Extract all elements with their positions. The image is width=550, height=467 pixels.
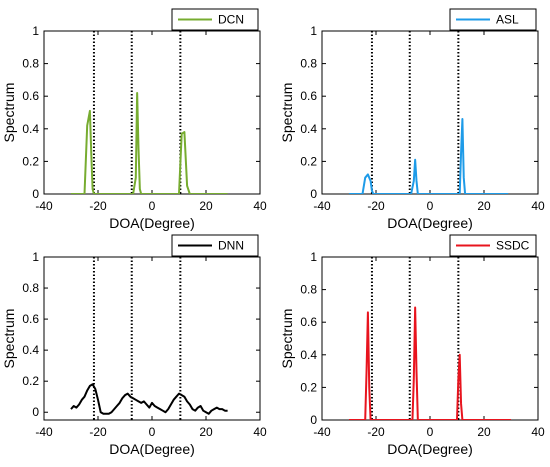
x-axis-label: DOA(Degree): [109, 215, 195, 231]
x-tick-label: -20: [367, 425, 385, 439]
x-tick-label: 20: [199, 199, 213, 213]
x-tick-label: 20: [477, 199, 491, 213]
x-axis-label: DOA(Degree): [387, 441, 473, 457]
x-tick-label: 0: [427, 425, 434, 439]
legend-label: DNN: [218, 239, 244, 253]
y-tick-label: 0: [32, 405, 39, 419]
x-tick-label: 20: [199, 425, 213, 439]
x-tick-label: 0: [427, 199, 434, 213]
x-axis-label: DOA(Degree): [109, 441, 195, 457]
y-axis-label: Spectrum: [1, 309, 17, 369]
y-tick-label: 0.6: [300, 89, 317, 103]
y-tick-label: 0.8: [300, 283, 317, 297]
panel-dnn: -40 -20 0 20 40 0 0.2 0.4 0.6 0.8 1 DOA(Degree) Spec…: [1, 234, 267, 457]
y-tick-label: 0: [310, 413, 317, 427]
legend-box: [449, 234, 537, 257]
plot-frame: [321, 30, 539, 195]
y-tick-label: 1: [32, 250, 39, 264]
series-line: [349, 306, 511, 420]
legend-label: ASL: [496, 13, 519, 27]
panel-asl: -40 -20 0 20 40 0 0.2 0.4 0.6 0.8 1 DOA(Degree) Spec…: [279, 8, 545, 231]
x-tick-label: 0: [149, 199, 156, 213]
x-tick-label: -40: [35, 425, 53, 439]
y-tick-label: 0.2: [22, 374, 39, 388]
y-tick-label: 0.8: [22, 57, 39, 71]
y-tick-label: 0.8: [300, 57, 317, 71]
legend-box: [171, 8, 259, 31]
plot-frame: [43, 256, 261, 421]
y-tick-label: 1: [32, 24, 39, 38]
legend-box: [449, 8, 537, 31]
plot-frame: [43, 30, 261, 195]
x-tick-label: 20: [477, 425, 491, 439]
x-tick-label: 0: [149, 425, 156, 439]
x-tick-label: 40: [531, 199, 545, 213]
series-line: [70, 383, 228, 415]
plot-frame: [321, 256, 539, 421]
x-tick-label: -20: [89, 425, 107, 439]
y-tick-label: 0: [32, 187, 39, 201]
y-tick-label: 0.6: [22, 312, 39, 326]
series-line: [349, 118, 509, 194]
y-axis-label: Spectrum: [1, 83, 17, 143]
x-tick-label: -20: [367, 199, 385, 213]
y-tick-label: 0.2: [22, 154, 39, 168]
y-tick-label: 0: [310, 187, 317, 201]
x-tick-label: -40: [35, 199, 53, 213]
legend-label: SSDC: [496, 239, 530, 253]
x-tick-label: 40: [253, 425, 267, 439]
y-tick-label: 0.8: [22, 281, 39, 295]
x-tick-label: -20: [89, 199, 107, 213]
y-tick-label: 0.4: [22, 343, 39, 357]
y-tick-label: 1: [310, 24, 317, 38]
legend-label: DCN: [218, 13, 244, 27]
y-tick-label: 0.6: [22, 89, 39, 103]
x-axis-label: DOA(Degree): [387, 215, 473, 231]
y-tick-label: 0.2: [300, 380, 317, 394]
y-tick-label: 0.6: [300, 315, 317, 329]
panel-ssdc: -40 -20 0 20 40 0 0.2 0.4 0.6 0.8 1 DOA(Degree) Spec…: [279, 234, 545, 457]
y-tick-label: 0.4: [300, 122, 317, 136]
legend-box: [171, 234, 259, 257]
series-line: [71, 91, 228, 194]
y-axis-label: Spectrum: [279, 309, 295, 369]
x-tick-label: -40: [313, 425, 331, 439]
panel-dcn: -40 -20 0 20 40 0 0.2 0.4 0.6 0.8 1 DOA(Degree) Spec…: [1, 8, 267, 231]
y-axis-label: Spectrum: [279, 83, 295, 143]
y-tick-label: 0.2: [300, 154, 317, 168]
y-tick-label: 0.4: [22, 122, 39, 136]
y-tick-label: 1: [310, 250, 317, 264]
x-tick-label: 40: [531, 425, 545, 439]
x-tick-label: -40: [313, 199, 331, 213]
x-tick-label: 40: [253, 199, 267, 213]
y-tick-label: 0.4: [300, 348, 317, 362]
